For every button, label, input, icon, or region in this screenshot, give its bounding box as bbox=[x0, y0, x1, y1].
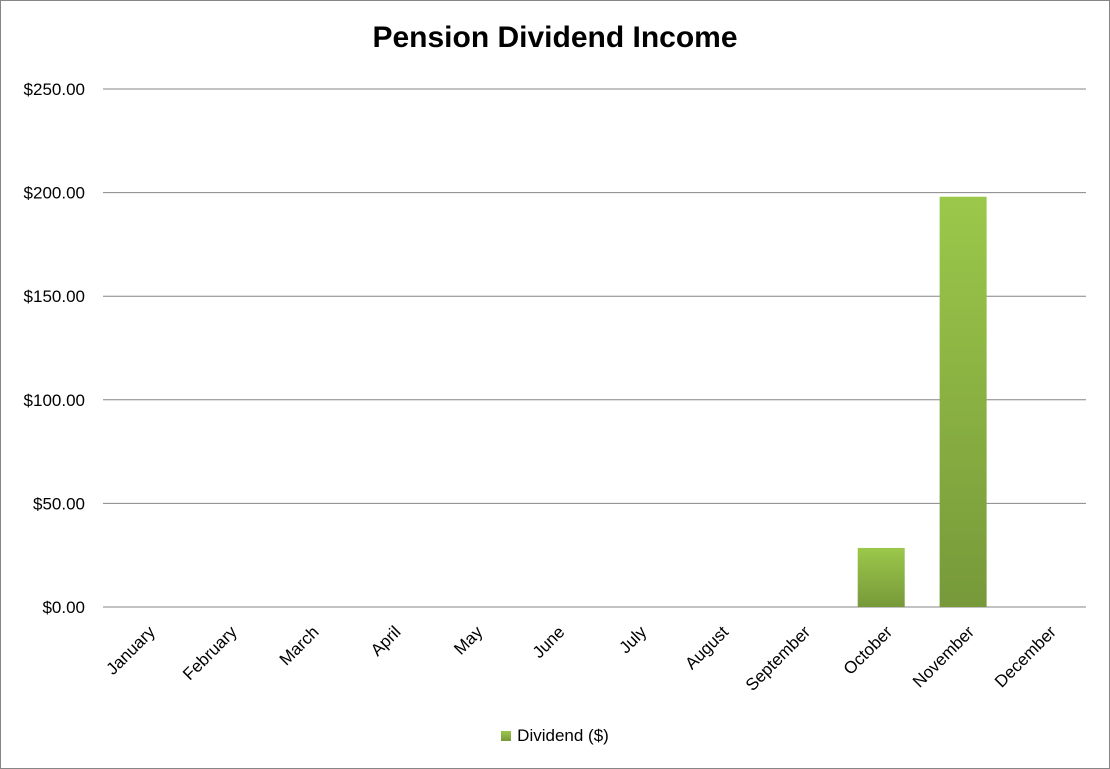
legend-label: Dividend ($) bbox=[517, 726, 609, 745]
x-tick-label: June bbox=[529, 622, 569, 662]
x-tick-label: April bbox=[367, 622, 404, 659]
x-tick-label: July bbox=[615, 622, 650, 657]
bar-november bbox=[939, 196, 987, 607]
x-tick-label: March bbox=[276, 622, 323, 669]
x-tick-label: January bbox=[103, 622, 160, 679]
y-tick-label: $150.00 bbox=[24, 287, 85, 306]
x-tick-label: February bbox=[179, 622, 241, 684]
y-tick-label: $250.00 bbox=[24, 80, 85, 99]
x-tick-label: October bbox=[840, 622, 896, 678]
x-tick-label: November bbox=[909, 622, 978, 691]
chart-title: Pension Dividend Income bbox=[372, 21, 738, 54]
y-tick-label: $100.00 bbox=[24, 391, 85, 410]
y-tick-label: $200.00 bbox=[24, 184, 85, 203]
bar-october bbox=[857, 547, 905, 607]
y-tick-label: $0.00 bbox=[42, 598, 85, 617]
x-tick-label: August bbox=[681, 622, 732, 673]
x-tick-label: May bbox=[450, 622, 486, 658]
y-tick-label: $50.00 bbox=[33, 494, 85, 513]
x-tick-label: September bbox=[742, 622, 814, 694]
x-tick-label: December bbox=[991, 622, 1060, 691]
chart-legend: Dividend ($) bbox=[1, 726, 1109, 746]
legend-swatch-icon bbox=[501, 731, 512, 741]
